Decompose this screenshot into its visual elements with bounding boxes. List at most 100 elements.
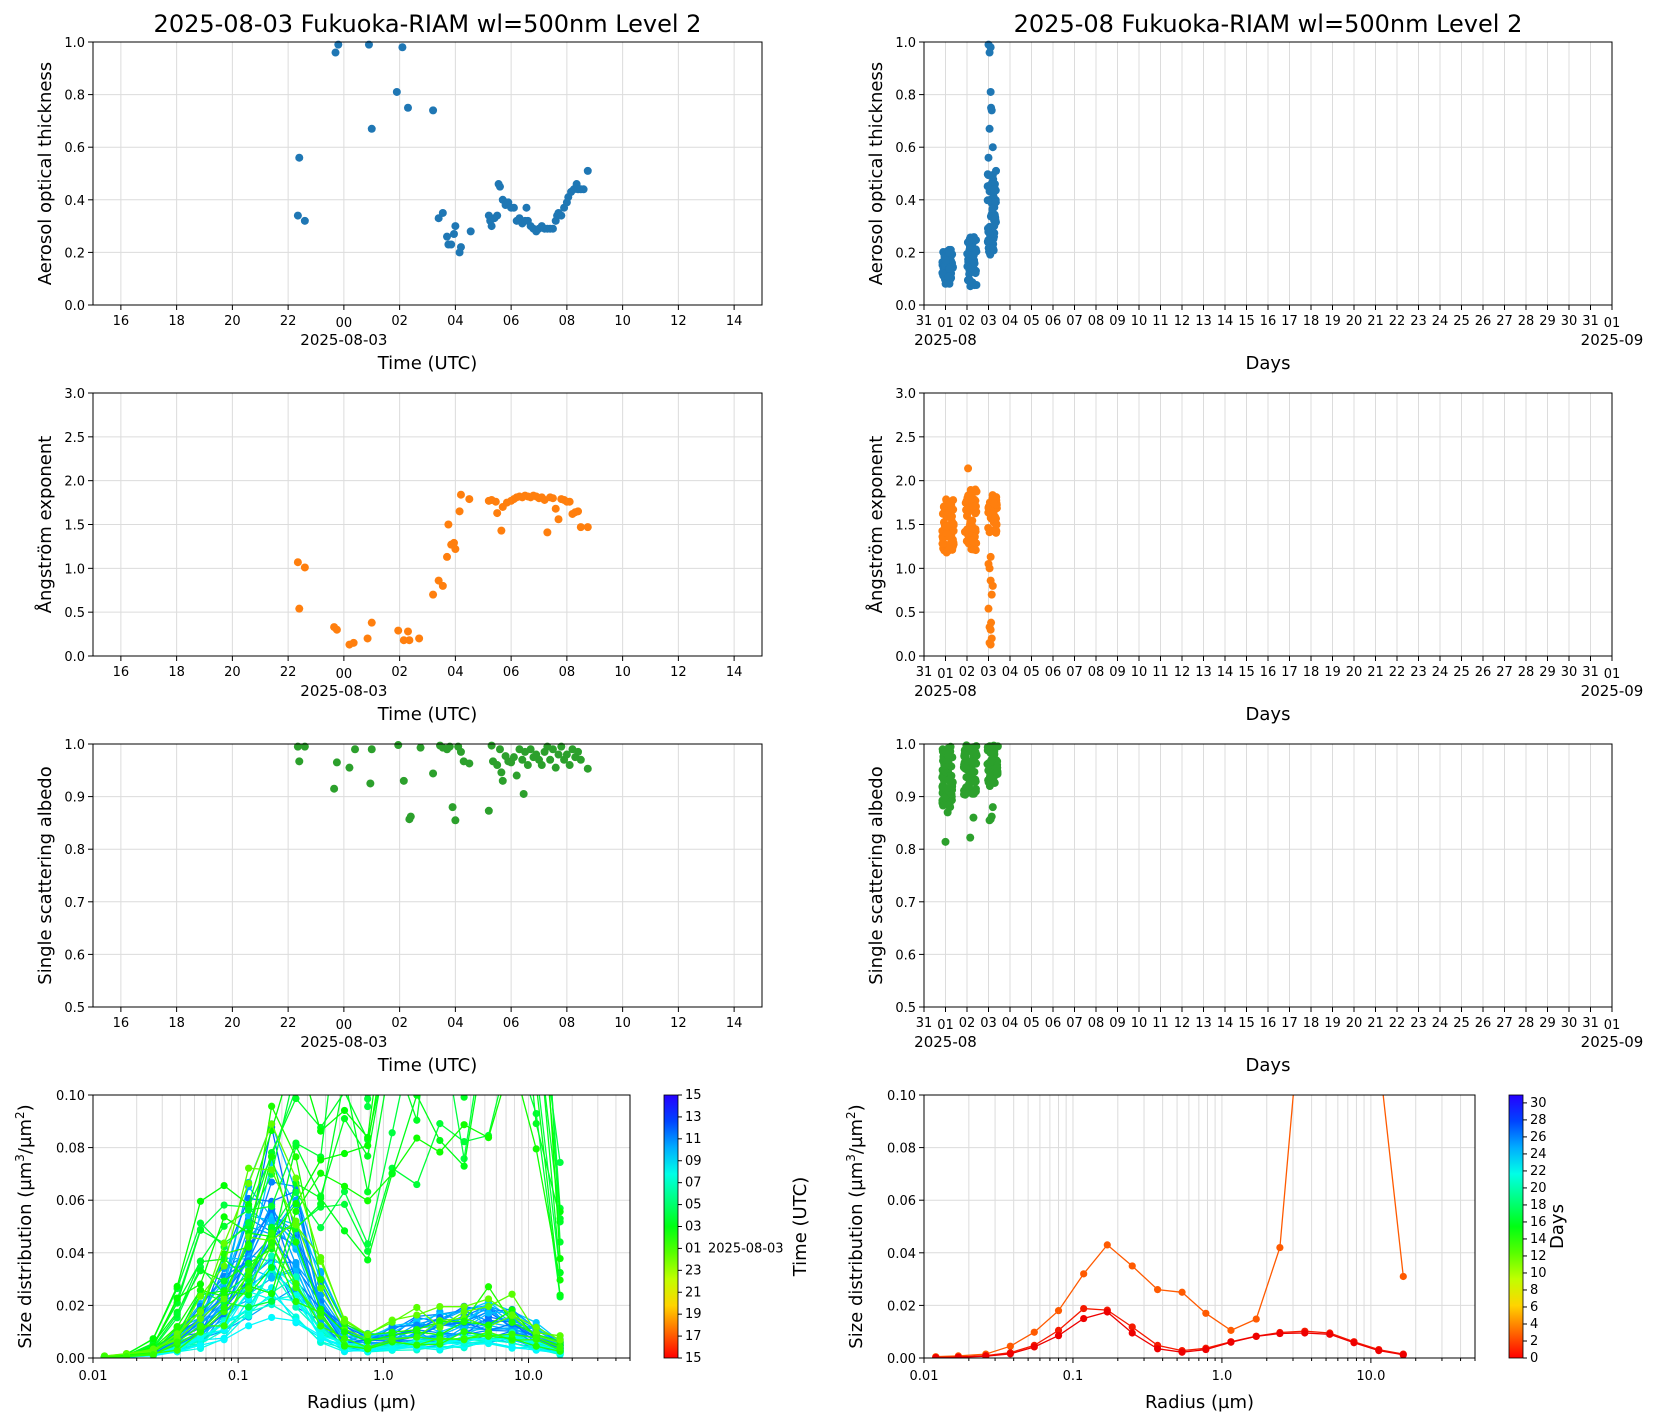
series-line bbox=[104, 1095, 561, 1358]
data-point bbox=[990, 499, 999, 508]
series-point bbox=[556, 1332, 564, 1340]
series-point bbox=[1154, 1345, 1162, 1353]
data-point bbox=[495, 745, 504, 754]
x-tick-label: 01 bbox=[1604, 667, 1621, 682]
x-tick-label: 10.0 bbox=[1356, 1369, 1385, 1384]
series-point bbox=[1227, 1326, 1235, 1334]
series-point bbox=[317, 1284, 325, 1292]
data-point bbox=[345, 763, 354, 772]
x-tick-label: 16 bbox=[113, 665, 130, 680]
series-point bbox=[508, 1290, 516, 1298]
data-point bbox=[295, 757, 304, 766]
data-point bbox=[984, 236, 993, 245]
series-point bbox=[292, 1045, 299, 1052]
x-tick-label: 03 bbox=[980, 665, 997, 680]
series-point bbox=[149, 1351, 157, 1358]
x-tick-label: 29 bbox=[1539, 314, 1556, 329]
x-tick-label: 24 bbox=[1432, 665, 1449, 680]
x-tick-label: 30 bbox=[1561, 665, 1578, 680]
data-point bbox=[438, 581, 447, 590]
x-axis-label: Time (UTC) bbox=[377, 704, 478, 725]
data-point bbox=[965, 491, 974, 500]
series-point bbox=[389, 995, 396, 1002]
data-point bbox=[987, 618, 996, 627]
data-point bbox=[367, 124, 376, 133]
colorbar-tick-label: 16 bbox=[1530, 1215, 1547, 1230]
series-point bbox=[173, 1294, 181, 1302]
x-tick-label: 04 bbox=[447, 1016, 464, 1031]
series-point bbox=[508, 877, 515, 884]
series-point bbox=[532, 1342, 540, 1350]
series-point bbox=[245, 1267, 253, 1275]
x-tick-label: 08 bbox=[559, 314, 576, 329]
data-points bbox=[293, 40, 592, 257]
data-point bbox=[986, 640, 995, 649]
data-point bbox=[438, 208, 447, 217]
series-point bbox=[245, 1285, 253, 1293]
series-point bbox=[364, 1337, 372, 1345]
y-tick-label: 0.5 bbox=[895, 1001, 916, 1016]
series-point bbox=[460, 1334, 468, 1343]
axes-frame bbox=[92, 743, 763, 1008]
x-tick-label: 18 bbox=[1303, 1016, 1320, 1031]
series-point bbox=[220, 1239, 228, 1248]
data-point bbox=[364, 40, 373, 49]
x-tick-label: 20 bbox=[1346, 665, 1363, 680]
data-point bbox=[990, 778, 999, 787]
series-point bbox=[413, 989, 420, 996]
data-point bbox=[300, 563, 309, 572]
series-point bbox=[268, 1153, 276, 1161]
x-tick-label: 10 bbox=[1131, 1016, 1148, 1031]
colorbar-tick-label: 01 bbox=[685, 1241, 702, 1256]
x-tick-label: 09 bbox=[1109, 314, 1126, 329]
series-point bbox=[413, 1341, 421, 1349]
x-tick-label: 09 bbox=[1109, 665, 1126, 680]
series-point bbox=[461, 1082, 468, 1089]
series-point bbox=[484, 1321, 493, 1329]
y-tick-label: 1.0 bbox=[895, 36, 916, 51]
x-axis-label: Radius (µm) bbox=[1145, 1392, 1254, 1413]
series-point bbox=[484, 1283, 493, 1291]
data-point bbox=[416, 743, 425, 752]
x-tick-label: 26 bbox=[1475, 1016, 1492, 1031]
x-tick-label: 12 bbox=[1174, 665, 1191, 680]
data-point bbox=[942, 522, 951, 531]
y-tick-label: 0.0 bbox=[64, 299, 85, 314]
series-point bbox=[245, 1164, 253, 1172]
series-point bbox=[436, 1323, 444, 1331]
series-point bbox=[173, 1282, 181, 1290]
grid bbox=[93, 743, 762, 1008]
series-point bbox=[173, 1324, 181, 1332]
data-point bbox=[992, 520, 1001, 529]
series-point bbox=[220, 1213, 228, 1221]
series-point bbox=[1276, 1329, 1284, 1338]
series-point bbox=[485, 850, 492, 857]
series-point bbox=[460, 1095, 468, 1101]
data-point bbox=[367, 745, 376, 754]
y-tick-label: 0.9 bbox=[64, 791, 85, 806]
grid bbox=[923, 1094, 1476, 1359]
series-point bbox=[292, 1317, 300, 1325]
series-point bbox=[1178, 1348, 1186, 1356]
data-point bbox=[579, 185, 588, 194]
data-point bbox=[964, 276, 973, 285]
series-point bbox=[436, 1302, 444, 1311]
series-point bbox=[388, 1335, 396, 1344]
x-tick-label: 05 bbox=[1023, 314, 1040, 329]
series-point bbox=[220, 1304, 228, 1312]
series-line bbox=[104, 1241, 561, 1358]
x-tick-label: 19 bbox=[1324, 314, 1341, 329]
data-point bbox=[987, 590, 996, 599]
series-point bbox=[340, 1115, 349, 1123]
data-point bbox=[969, 538, 978, 547]
series-point bbox=[460, 1121, 468, 1129]
x-tick-label: 17 bbox=[1281, 665, 1298, 680]
series-point bbox=[485, 780, 492, 787]
colorbar-tick-label: 15 bbox=[685, 1088, 702, 1103]
data-point bbox=[948, 782, 957, 791]
series-point bbox=[245, 1206, 253, 1214]
series-point bbox=[436, 938, 443, 945]
y-tick-label: 0.0 bbox=[895, 650, 916, 665]
series-point bbox=[1399, 1272, 1407, 1281]
data-point bbox=[991, 198, 1000, 207]
